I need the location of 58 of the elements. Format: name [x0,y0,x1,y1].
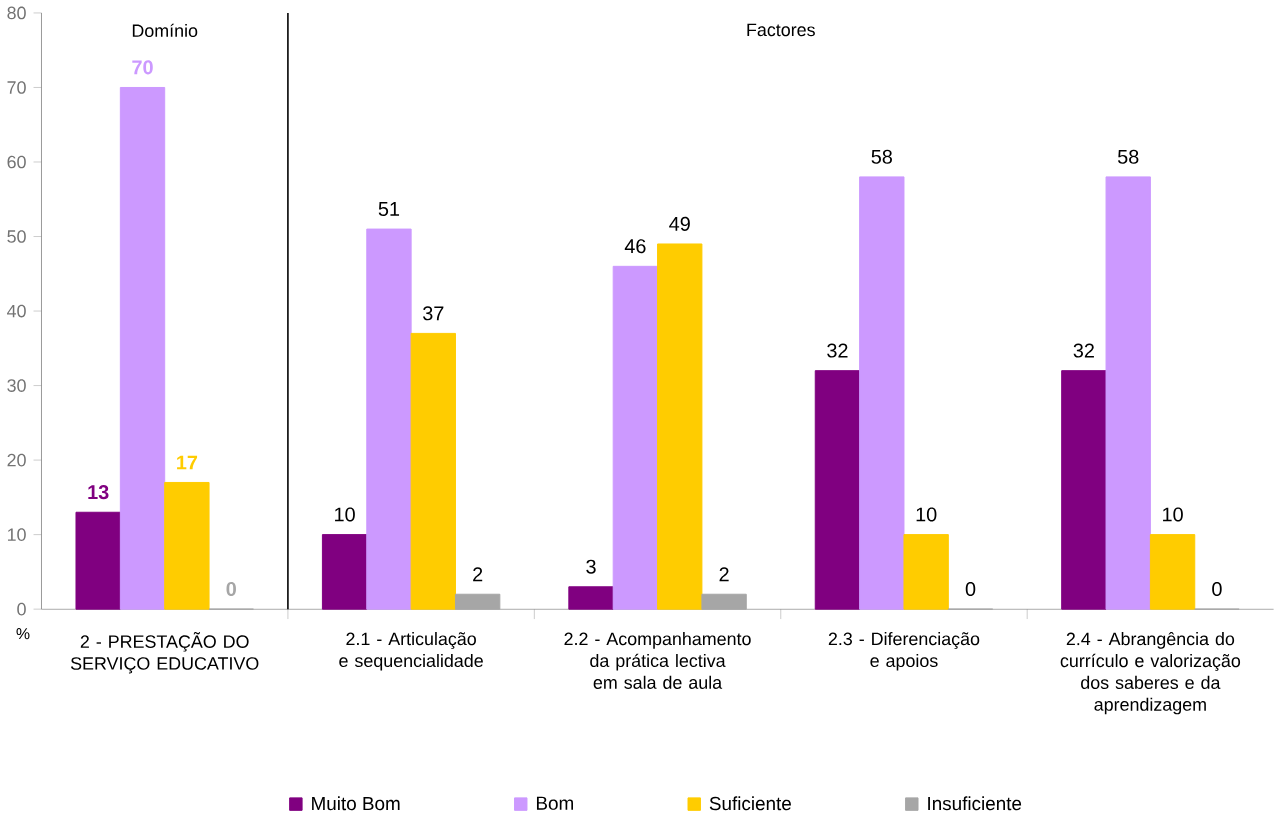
bar [701,593,747,610]
bar [75,511,121,610]
bar [903,534,949,610]
data-label: 32 [827,343,848,358]
data-label: 10 [335,507,355,522]
data-label: 2 [719,567,729,582]
y-tick-label: 40 [7,304,26,318]
y-tick-label: 80 [7,6,26,20]
annotation: Domínio [132,23,198,38]
x-tick-label: 2.1 - Articulação e sequencialidade [339,632,483,671]
y-tick-label: 50 [7,230,26,243]
data-label: 0 [965,582,976,597]
bar [1105,176,1151,610]
data-label: 46 [624,239,646,254]
bar [410,332,456,610]
bar [321,534,368,610]
bar [612,265,659,610]
data-label: 13 [88,485,109,500]
data-label: 17 [177,455,198,470]
y-axis-title: % [16,628,30,640]
x-tick-label: 2.3 - Diferenciação e apoios [828,632,980,671]
bar [454,593,501,610]
legend-label: Bom [536,796,573,810]
bar [568,586,614,610]
y-tick-label: 60 [7,155,26,169]
data-label: 0 [226,582,236,597]
y-tick-label: 20 [7,453,26,467]
legend-label: Suficiente [709,796,791,811]
y-tick-label: 0 [17,602,26,616]
bar [366,228,412,610]
y-tick-label: 10 [8,528,26,541]
bar [859,176,905,610]
bar [657,243,703,610]
legend-label: Insuficiente [928,796,1022,811]
data-label: 70 [132,60,153,75]
data-label: 0 [1212,582,1222,597]
x-tick-label: 2 - PRESTAÇÃO DO SERVIÇO EDUCATIVO [70,632,259,674]
bar [164,481,210,610]
bar [119,86,166,610]
bar [1061,370,1107,610]
data-label: 3 [586,559,596,574]
data-label: 10 [1163,507,1183,522]
data-label: 10 [916,507,937,522]
data-label: 37 [423,306,444,321]
x-tick-label: 2.2 - Acompanhamento da prática lectiva em sala de aula [564,632,751,689]
data-label: 51 [378,202,400,216]
data-label: 58 [871,149,892,164]
legend-label: Muito Bom [312,796,400,811]
data-label: 2 [473,567,483,582]
data-label: 32 [1073,343,1094,358]
y-tick-label: 30 [7,379,26,392]
annotation: Factores [747,23,815,37]
data-label: 58 [1117,149,1139,164]
x-tick-label: 2.4 - Abrangência do currículo e valorização dos saberes e da aprendizagem [1060,632,1241,715]
y-tick-label: 70 [7,81,26,94]
data-label: 49 [669,216,690,231]
bar [1149,534,1196,610]
bar [814,370,861,610]
